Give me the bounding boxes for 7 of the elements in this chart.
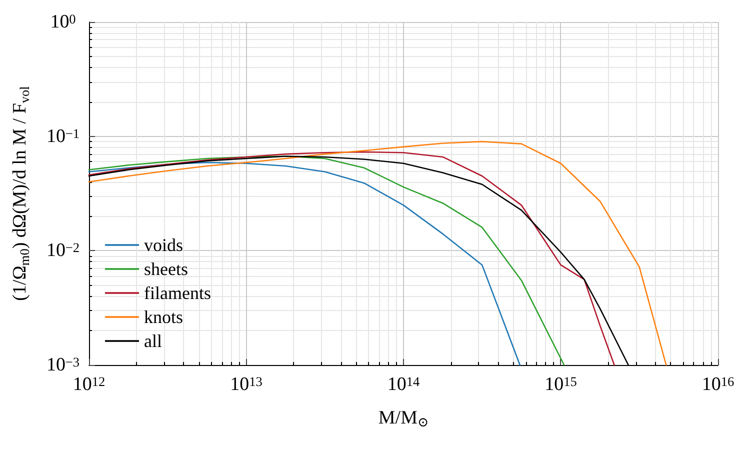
legend-label: sheets — [144, 259, 188, 279]
legend-label: filaments — [144, 283, 211, 303]
legend-label: voids — [144, 235, 184, 255]
legend-label: all — [144, 331, 162, 351]
x-axis-title: M/M⊙ — [378, 407, 429, 430]
legend-label: knots — [144, 307, 184, 327]
y-axis-title: (1/Ωm0) dΩ(M)/d ln M / Fvol — [10, 86, 32, 301]
